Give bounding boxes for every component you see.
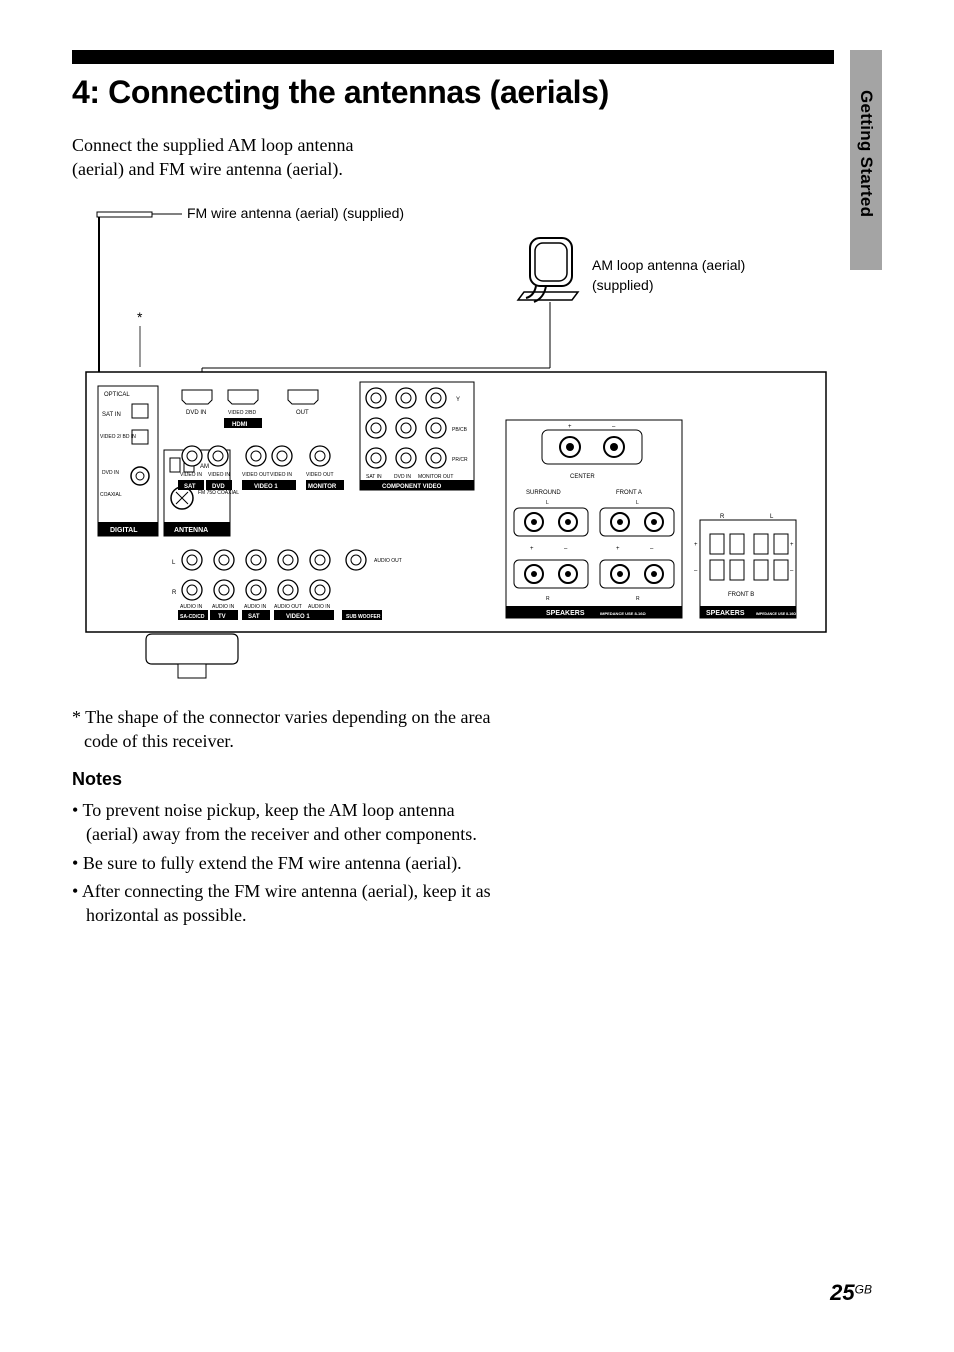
svg-text:AUDIO IN: AUDIO IN: [212, 604, 235, 610]
page-number: 25GB: [830, 1280, 872, 1306]
list-item: After connecting the FM wire antenna (ae…: [72, 879, 492, 928]
am-label-line-1: AM loop antenna (aerial): [592, 257, 745, 273]
fm-wire-label: FM wire antenna (aerial) (supplied): [187, 205, 404, 221]
svg-text:L: L: [546, 500, 549, 506]
am-label-line-2: (supplied): [592, 277, 653, 293]
svg-text:AUDIO OUT: AUDIO OUT: [374, 558, 402, 564]
svg-text:FRONT B: FRONT B: [728, 592, 754, 598]
svg-text:SPEAKERS: SPEAKERS: [546, 610, 585, 617]
svg-text:+: +: [568, 424, 572, 430]
svg-text:VIDEO 2/ BD IN: VIDEO 2/ BD IN: [100, 434, 136, 440]
notes-list: To prevent noise pickup, keep the AM loo…: [72, 798, 492, 927]
svg-text:HDMI: HDMI: [232, 422, 248, 428]
svg-text:DVD IN: DVD IN: [394, 474, 411, 480]
am-loop-icon: [518, 238, 578, 302]
svg-text:VIDEO OUT: VIDEO OUT: [242, 472, 270, 478]
svg-text:IMPEDANCE USE 8-16Ω: IMPEDANCE USE 8-16Ω: [756, 612, 796, 616]
section-tab-label: Getting Started: [856, 90, 876, 217]
svg-text:+: +: [790, 542, 794, 548]
svg-text:SAT: SAT: [184, 484, 196, 490]
svg-text:SAT IN: SAT IN: [366, 474, 382, 480]
svg-text:R: R: [636, 596, 640, 602]
svg-text:PB/CB: PB/CB: [452, 427, 468, 433]
svg-text:CENTER: CENTER: [570, 474, 595, 480]
svg-text:VIDEO 1: VIDEO 1: [286, 614, 310, 620]
svg-text:SAT: SAT: [248, 614, 260, 620]
diagram-footnote: * The shape of the connector varies depe…: [72, 705, 492, 754]
svg-text:SAT IN: SAT IN: [102, 412, 121, 418]
svg-text:COAXIAL: COAXIAL: [100, 492, 122, 498]
page-number-suffix: GB: [855, 1283, 872, 1297]
svg-text:DVD IN: DVD IN: [186, 410, 206, 416]
intro-line-2: (aerial) and FM wire antenna (aerial).: [72, 159, 343, 179]
heading-black-bar: [72, 50, 834, 64]
svg-text:SURROUND: SURROUND: [526, 490, 561, 496]
svg-text:+: +: [616, 546, 620, 552]
svg-text:OPTICAL: OPTICAL: [104, 392, 130, 398]
svg-text:FM 75Ω COAXIAL: FM 75Ω COAXIAL: [198, 490, 239, 496]
svg-text:VIDEO IN: VIDEO IN: [270, 472, 292, 478]
list-item: Be sure to fully extend the FM wire ante…: [72, 851, 492, 875]
svg-text:VIDEO 1: VIDEO 1: [254, 484, 278, 490]
svg-text:ANTENNA: ANTENNA: [174, 527, 208, 534]
svg-text:IMPEDANCE USE 8-16Ω: IMPEDANCE USE 8-16Ω: [600, 611, 646, 616]
svg-text:DIGITAL: DIGITAL: [110, 527, 138, 534]
svg-text:SA-CD/CD: SA-CD/CD: [180, 614, 205, 620]
svg-text:PR/CR: PR/CR: [452, 457, 468, 463]
svg-text:AUDIO IN: AUDIO IN: [180, 604, 203, 610]
page-number-value: 25: [830, 1280, 854, 1305]
svg-text:COMPONENT VIDEO: COMPONENT VIDEO: [382, 484, 442, 490]
svg-text:AUDIO OUT: AUDIO OUT: [274, 604, 302, 610]
svg-text:MONITOR OUT: MONITOR OUT: [418, 474, 453, 480]
svg-text:AUDIO IN: AUDIO IN: [244, 604, 267, 610]
svg-text:+: +: [694, 542, 698, 548]
diagram-asterisk: *: [137, 309, 143, 325]
svg-text:AUDIO IN: AUDIO IN: [308, 604, 331, 610]
svg-text:L: L: [636, 500, 639, 506]
svg-text:DVD IN: DVD IN: [102, 470, 119, 476]
svg-text:VIDEO OUT: VIDEO OUT: [306, 472, 334, 478]
svg-text:R: R: [720, 514, 725, 520]
page-title: 4: Connecting the antennas (aerials): [72, 74, 834, 111]
svg-text:Y: Y: [456, 397, 460, 403]
svg-text:VIDEO 2/BD: VIDEO 2/BD: [228, 410, 256, 416]
list-item: To prevent noise pickup, keep the AM loo…: [72, 798, 492, 847]
svg-text:MONITOR: MONITOR: [308, 484, 337, 490]
intro-paragraph: Connect the supplied AM loop antenna (ae…: [72, 133, 472, 182]
intro-line-1: Connect the supplied AM loop antenna: [72, 135, 353, 155]
svg-text:VIDEO IN: VIDEO IN: [208, 472, 230, 478]
svg-text:VIDEO IN: VIDEO IN: [180, 472, 202, 478]
svg-text:TV: TV: [218, 614, 226, 620]
svg-text:+: +: [530, 546, 534, 552]
svg-text:AM: AM: [200, 464, 209, 470]
svg-text:DVD: DVD: [212, 484, 225, 490]
svg-text:R: R: [172, 590, 177, 596]
connection-diagram: FM wire antenna (aerial) (supplied) AM l…: [72, 202, 834, 687]
svg-text:OUT: OUT: [296, 410, 309, 416]
svg-text:R: R: [546, 596, 550, 602]
notes-heading: Notes: [72, 769, 894, 790]
svg-text:SUB WOOFER: SUB WOOFER: [346, 614, 381, 620]
svg-text:SPEAKERS: SPEAKERS: [706, 610, 745, 617]
svg-text:FRONT A: FRONT A: [616, 490, 642, 496]
